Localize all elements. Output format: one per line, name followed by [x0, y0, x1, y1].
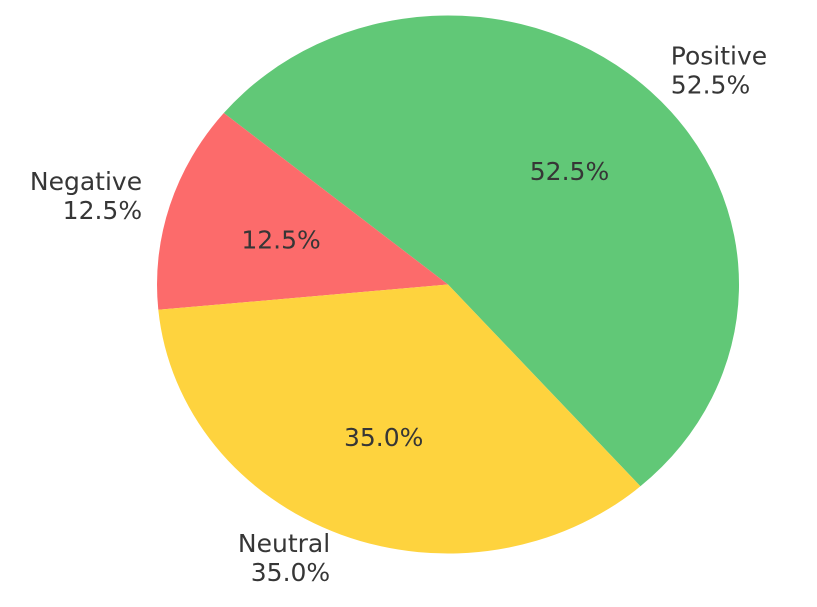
pie-slice-negative	[157, 113, 449, 310]
slice-pct-positive: 52.5%	[530, 157, 609, 186]
slice-label-positive: Positive 52.5%	[671, 42, 767, 100]
pie-slice-neutral	[158, 284, 641, 554]
slice-label-negative: Negative 12.5%	[30, 167, 142, 225]
slice-pct-neutral: 35.0%	[344, 423, 423, 452]
pie-slice-positive	[223, 15, 740, 487]
slice-label-neutral: Neutral 35.0%	[238, 529, 330, 587]
slice-pct-negative: 12.5%	[241, 225, 320, 254]
